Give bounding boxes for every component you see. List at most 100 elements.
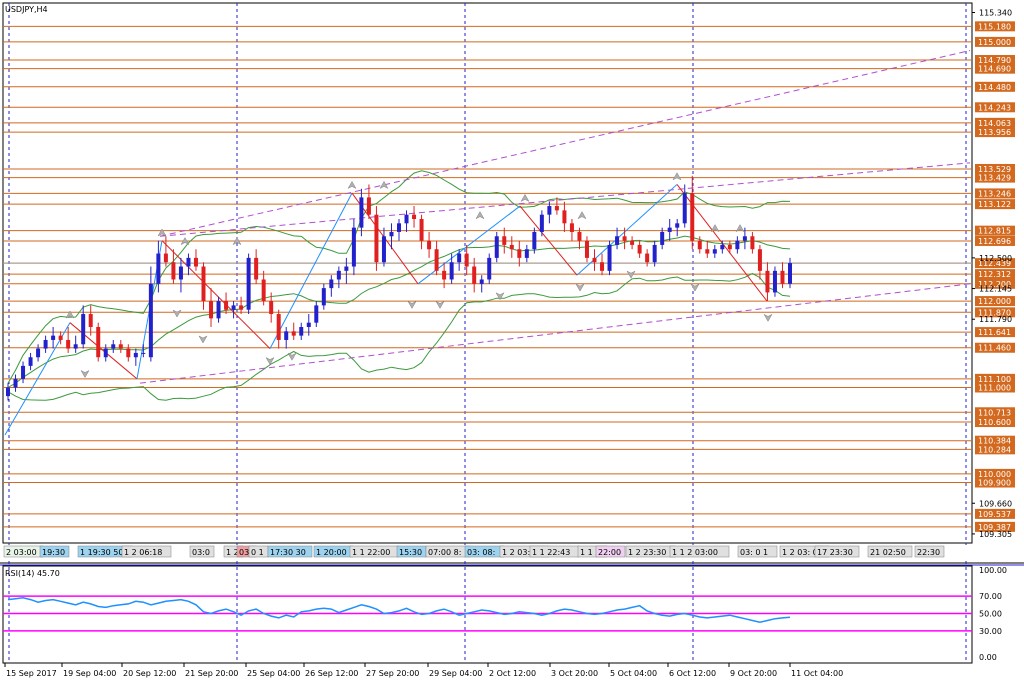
candle-body (81, 314, 86, 345)
candle-body (727, 244, 732, 250)
level-badge-bg (975, 373, 1015, 384)
candle-body (577, 231, 582, 241)
session-badge: 1 2 23:30 (625, 545, 676, 558)
candle (314, 301, 319, 327)
candle-body (186, 257, 191, 267)
level-badge: 114.243 (975, 102, 1015, 113)
candle-body (742, 236, 747, 241)
candle (359, 188, 364, 237)
rsi-axis-label: 50.00 (979, 610, 1002, 619)
candle (539, 210, 544, 237)
candle-body (720, 244, 725, 250)
candle (600, 253, 605, 276)
candle-body (51, 335, 56, 340)
level-badge-text: 110.713 (978, 408, 1011, 417)
session-badge: 17 23:30 (814, 545, 860, 558)
time-label: 6 Oct 12:00 (669, 669, 716, 678)
candle (479, 275, 484, 293)
session-badge-text: 22:00 (598, 548, 621, 557)
candle-body (336, 270, 341, 280)
rsi-panel: 100.00 70.00 50.00 30.00 0.00 (3, 566, 1007, 662)
candle-body (21, 365, 26, 379)
candle-body (487, 257, 492, 280)
level-badge-bg (975, 477, 1015, 488)
channel-line (159, 162, 971, 237)
time-label: 5 Oct 04:00 (610, 669, 657, 678)
candle (21, 361, 26, 384)
candle-body (103, 348, 108, 358)
candle-body (163, 253, 168, 263)
candle-body (6, 387, 10, 397)
candle-body (141, 352, 146, 354)
level-badge: 111.460 (975, 342, 1015, 353)
candle-body (58, 335, 63, 340)
candle-body (133, 352, 138, 358)
level-badge-text: 112.000 (978, 297, 1011, 306)
candle-body (156, 253, 161, 284)
candle-body (675, 223, 680, 228)
candle (209, 288, 214, 327)
candle-body (569, 223, 574, 232)
candle-body (111, 344, 116, 349)
candle (667, 219, 672, 241)
candle-body (224, 301, 229, 310)
candle-body (254, 257, 259, 280)
level-badge-text: 109.537 (978, 510, 1011, 519)
fractal-down-icon (80, 369, 90, 379)
fractal-down-icon (575, 283, 585, 292)
candle (96, 322, 101, 362)
level-badge-text: 109.900 (978, 479, 1011, 488)
candle (133, 348, 138, 366)
candle (81, 305, 86, 349)
fractal-down-icon (626, 270, 636, 279)
fractal-up-icon (180, 237, 190, 246)
candle-body (509, 244, 514, 250)
time-label: 25 Sep 04:00 (247, 669, 300, 678)
session-badge: 07:00 8: (425, 545, 471, 558)
level-badge-bg (975, 296, 1015, 307)
level-badge: 113.246 (975, 188, 1015, 199)
session-badge: 1 20:00 (313, 545, 354, 558)
time-label: 27 Sep 20:00 (366, 669, 419, 678)
session-badge-text: 1 1 2 (580, 548, 600, 557)
candle (690, 175, 695, 250)
level-badge-text: 113.429 (978, 174, 1011, 183)
candle (404, 210, 409, 232)
time-label: 9 Oct 20:00 (730, 669, 777, 678)
level-badge: 113.122 (975, 199, 1015, 210)
session-badge-text: 17:30 30 (270, 548, 306, 557)
fractal-down-icon (435, 300, 445, 309)
candle-body (524, 249, 529, 258)
bollinger-bands (7, 170, 791, 401)
time-label: 26 Sep 12:00 (305, 669, 358, 678)
session-badge: 1 2 06:18 (121, 545, 172, 558)
candle (569, 219, 574, 241)
level-badge-bg (975, 36, 1015, 47)
candle (186, 253, 191, 276)
level-badge-bg (975, 199, 1015, 210)
level-badge-text: 112.312 (978, 270, 1011, 279)
fractal-down-icon (172, 309, 182, 318)
level-badge-text: 110.284 (978, 445, 1011, 454)
level-badge: 110.600 (975, 417, 1015, 428)
candle-body (652, 244, 657, 263)
candle-body (216, 301, 221, 319)
candle-body (757, 249, 762, 271)
rsi-axis-label: 70.00 (979, 592, 1002, 601)
candle (193, 249, 198, 271)
candle-body (645, 253, 650, 263)
session-badge-bg (814, 545, 860, 558)
level-badge-bg (975, 508, 1015, 519)
candle-body (547, 206, 552, 215)
level-badge-bg (975, 63, 1015, 74)
candle (652, 240, 657, 267)
session-badge-text: 1 20:00 (316, 548, 347, 557)
time-label: 29 Sep 04:00 (429, 669, 482, 678)
session-badge: 0 1 (248, 545, 269, 558)
level-badge-bg (975, 81, 1015, 92)
candle-body (780, 270, 785, 284)
session-badge-bg (595, 545, 626, 558)
candle (577, 227, 582, 250)
